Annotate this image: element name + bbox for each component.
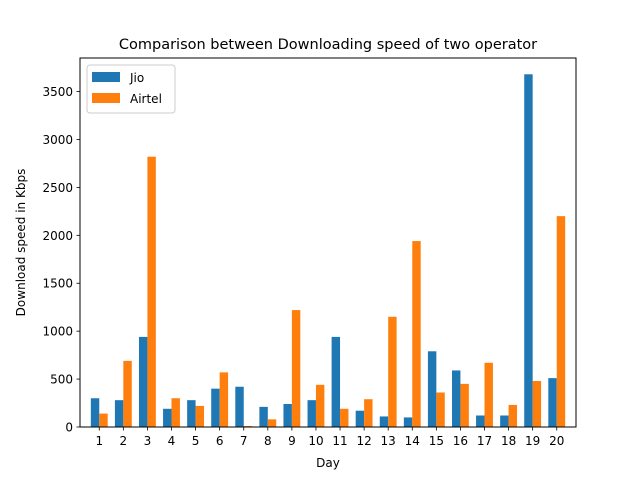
bar-jio-day-6 xyxy=(211,388,220,427)
x-tick-label: 19 xyxy=(525,434,540,448)
x-tick-label: 16 xyxy=(453,434,468,448)
bar-airtel-day-16 xyxy=(460,383,469,427)
y-tick-label: 3000 xyxy=(42,133,73,147)
legend-swatch-airtel xyxy=(92,93,120,103)
bar-airtel-day-17 xyxy=(484,362,493,427)
legend-swatch-jio xyxy=(92,72,120,82)
legend-label-jio: Jio xyxy=(129,71,144,85)
x-tick-label: 4 xyxy=(168,434,176,448)
bar-jio-day-9 xyxy=(283,403,292,427)
x-tick-label: 14 xyxy=(405,434,420,448)
x-axis-title: Day xyxy=(316,456,340,470)
bar-jio-day-13 xyxy=(379,416,389,427)
x-tick-label: 12 xyxy=(356,434,371,448)
x-tick-label: 11 xyxy=(332,434,347,448)
x-tick-label: 5 xyxy=(192,434,200,448)
bar-airtel-day-2 xyxy=(123,360,132,427)
bar-airtel-day-14 xyxy=(412,241,421,427)
bar-airtel-day-5 xyxy=(195,405,204,427)
bar-airtel-day-12 xyxy=(364,399,373,427)
x-tick-label: 7 xyxy=(240,434,248,448)
bar-jio-day-16 xyxy=(452,370,461,427)
plot-frame xyxy=(79,57,577,428)
x-tick-label: 10 xyxy=(308,434,323,448)
y-tick-label: 2500 xyxy=(42,181,73,195)
bar-airtel-day-3 xyxy=(147,156,156,427)
y-tick-label: 500 xyxy=(50,373,73,387)
x-tick-label: 13 xyxy=(381,434,396,448)
x-tick-label: 1 xyxy=(95,434,103,448)
bar-airtel-day-18 xyxy=(508,404,518,427)
bar-airtel-day-19 xyxy=(532,380,542,427)
x-tick-label: 8 xyxy=(264,434,272,448)
bar-jio-day-1 xyxy=(90,398,100,427)
x-tick-label: 3 xyxy=(144,434,152,448)
bar-airtel-day-20 xyxy=(556,216,566,427)
bars-group xyxy=(90,74,566,427)
y-tick-label: 0 xyxy=(65,421,73,435)
y-tick-label: 1500 xyxy=(42,277,73,291)
bar-airtel-day-8 xyxy=(267,419,277,427)
y-tick-label: 3500 xyxy=(42,85,73,99)
y-axis: 0 500 1000 1500 2000 2500 3000 3500 xyxy=(42,85,80,435)
bar-airtel-day-15 xyxy=(436,392,445,427)
bar-airtel-day-1 xyxy=(99,413,108,427)
bar-jio-day-2 xyxy=(114,400,124,427)
bar-jio-day-7 xyxy=(235,386,244,427)
bar-airtel-day-13 xyxy=(388,316,397,427)
y-tick-label: 2000 xyxy=(42,229,73,243)
bar-jio-day-4 xyxy=(163,408,172,427)
bar-airtel-day-4 xyxy=(171,398,180,427)
bar-airtel-day-6 xyxy=(219,372,229,427)
y-tick-label: 1000 xyxy=(42,325,73,339)
bar-jio-day-11 xyxy=(331,336,341,427)
legend: Jio Airtel xyxy=(86,64,176,114)
bar-jio-day-3 xyxy=(138,336,148,427)
x-tick-label: 6 xyxy=(216,434,224,448)
chart-title: Comparison between Downloading speed of … xyxy=(119,37,537,53)
bar-jio-day-19 xyxy=(524,74,533,427)
x-tick-label: 9 xyxy=(288,434,296,448)
y-axis-title: Download speed in Kbps xyxy=(14,169,28,317)
bar-jio-day-20 xyxy=(548,378,557,427)
bar-jio-day-8 xyxy=(259,406,268,427)
x-tick-label: 2 xyxy=(120,434,128,448)
bar-jio-day-18 xyxy=(500,415,509,427)
legend-label-airtel: Airtel xyxy=(130,92,162,106)
bar-jio-day-5 xyxy=(187,400,196,427)
bar-airtel-day-11 xyxy=(340,408,349,427)
bar-jio-day-17 xyxy=(476,415,485,427)
bar-airtel-day-9 xyxy=(291,310,301,427)
x-axis: 1 2 3 4 5 6 7 8 9 10 11 12 13 14 15 16 17 18 19 20 xyxy=(95,427,564,448)
x-tick-label: 17 xyxy=(477,434,492,448)
bar-jio-day-10 xyxy=(307,400,316,427)
bar-airtel-day-10 xyxy=(315,384,325,427)
x-tick-label: 20 xyxy=(549,434,564,448)
x-tick-label: 18 xyxy=(501,434,516,448)
x-tick-label: 15 xyxy=(429,434,444,448)
bar-jio-day-15 xyxy=(427,351,437,427)
bar-jio-day-12 xyxy=(355,410,365,427)
bar-jio-day-14 xyxy=(403,417,413,427)
